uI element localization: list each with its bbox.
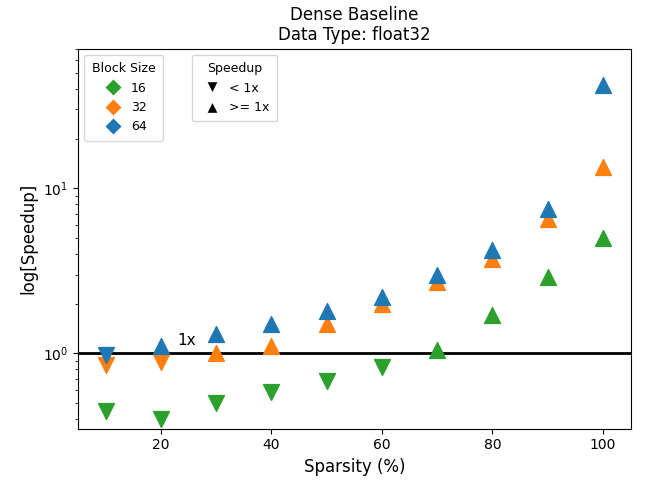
Point <box>211 349 221 357</box>
Point <box>432 278 442 286</box>
Point <box>156 342 166 350</box>
Point <box>377 293 387 300</box>
Title: Dense Baseline
Data Type: float32: Dense Baseline Data Type: float32 <box>278 5 430 44</box>
Point <box>100 352 110 359</box>
Y-axis label: log[Speedup]: log[Speedup] <box>20 183 38 294</box>
Point <box>542 273 552 281</box>
X-axis label: Sparsity (%): Sparsity (%) <box>304 458 405 476</box>
Legend: < 1x, >= 1x: < 1x, >= 1x <box>192 55 278 121</box>
Point <box>156 415 166 423</box>
Point <box>377 363 387 371</box>
Point <box>542 205 552 213</box>
Point <box>321 320 332 328</box>
Point <box>488 311 498 319</box>
Point <box>432 346 442 354</box>
Point <box>211 331 221 338</box>
Point <box>211 399 221 407</box>
Point <box>488 246 498 254</box>
Point <box>156 358 166 366</box>
Point <box>377 300 387 307</box>
Point <box>488 256 498 263</box>
Point <box>321 307 332 315</box>
Point <box>266 342 277 350</box>
Point <box>598 234 608 242</box>
Point <box>100 361 110 369</box>
Point <box>598 81 608 89</box>
Point <box>542 215 552 223</box>
Point <box>100 407 110 414</box>
Point <box>598 163 608 170</box>
Point <box>432 271 442 279</box>
Point <box>266 320 277 328</box>
Point <box>266 389 277 396</box>
Text: 1x: 1x <box>177 334 196 348</box>
Point <box>321 377 332 385</box>
